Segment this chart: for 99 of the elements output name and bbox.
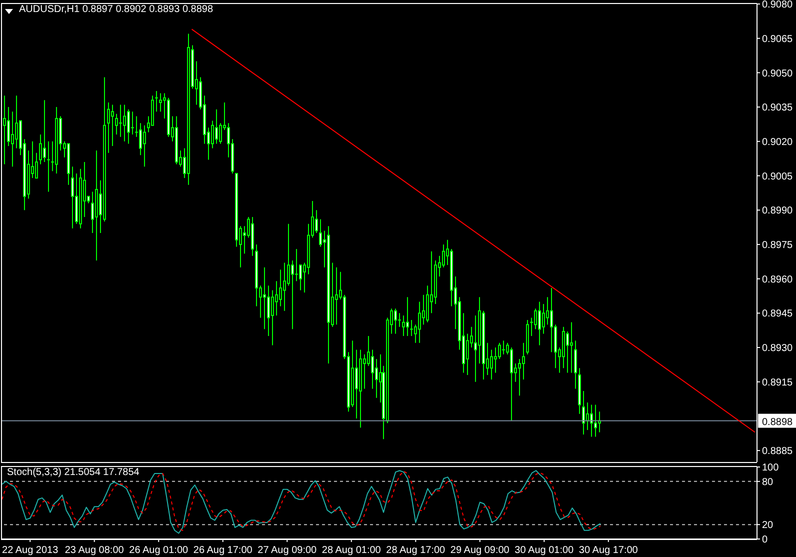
chart-title: Stoch(5,3,3) 21.5054 17.7854 bbox=[7, 467, 140, 479]
candlestick bbox=[594, 404, 597, 438]
candlestick bbox=[418, 301, 421, 344]
candlestick bbox=[410, 320, 413, 337]
x-tick-label: 29 Aug 09:00 bbox=[450, 545, 510, 556]
candlestick bbox=[299, 264, 302, 291]
candlestick bbox=[39, 134, 42, 165]
candlestick bbox=[363, 354, 366, 390]
candlestick bbox=[335, 266, 338, 326]
candlestick bbox=[279, 269, 282, 307]
candlestick bbox=[295, 248, 298, 282]
candlestick bbox=[498, 342, 501, 360]
y-tick-label: 0.8930 bbox=[762, 343, 794, 354]
candlestick bbox=[319, 218, 322, 248]
candlestick bbox=[107, 102, 110, 154]
candlestick bbox=[406, 296, 409, 337]
candlestick bbox=[315, 210, 318, 234]
y-tick-label: 0.9020 bbox=[762, 136, 794, 148]
candlestick bbox=[546, 296, 549, 326]
candlestick bbox=[590, 404, 593, 438]
candlestick bbox=[474, 314, 477, 382]
candlestick bbox=[375, 358, 378, 398]
candlestick bbox=[115, 113, 118, 136]
candlestick bbox=[502, 340, 505, 355]
candlestick bbox=[271, 290, 274, 346]
x-tick-label: 26 Aug 17:00 bbox=[193, 545, 253, 556]
x-tick-label: 23 Aug 08:00 bbox=[64, 545, 124, 556]
x-tick-label: 26 Aug 01:00 bbox=[129, 545, 189, 556]
candlestick bbox=[211, 120, 214, 149]
candlestick bbox=[586, 402, 589, 430]
candlestick bbox=[263, 266, 266, 330]
candlestick bbox=[510, 347, 513, 422]
candlestick bbox=[143, 124, 146, 168]
y-tick-label: 0.8945 bbox=[762, 308, 794, 320]
y-tick-label: 20 bbox=[762, 520, 774, 532]
candlestick bbox=[442, 244, 445, 268]
candlestick bbox=[283, 262, 286, 312]
y-tick-label: 0.9035 bbox=[762, 102, 794, 114]
candlestick bbox=[398, 312, 401, 328]
y-tick-label: 0.8960 bbox=[762, 274, 794, 286]
y-tick-label: 100 bbox=[762, 462, 780, 474]
candlestick bbox=[43, 100, 46, 163]
candlestick bbox=[267, 285, 270, 337]
y-tick-label: 80 bbox=[762, 476, 774, 488]
y-tick-label: 0.9005 bbox=[762, 171, 794, 182]
candlestick bbox=[71, 166, 74, 229]
candlestick bbox=[11, 111, 14, 168]
x-tick-label: 28 Aug 01:00 bbox=[322, 545, 382, 556]
candlestick bbox=[550, 287, 553, 353]
chart-title: AUDUSDr,H1 0.8897 0.8902 0.8893 0.8898 bbox=[19, 4, 214, 16]
candlestick bbox=[3, 95, 6, 165]
candlestick bbox=[466, 333, 469, 376]
x-tick-label: 30 Aug 01:00 bbox=[514, 545, 574, 556]
candlestick bbox=[371, 349, 374, 390]
candlestick bbox=[139, 122, 142, 156]
y-tick-label: 0.8885 bbox=[762, 446, 794, 458]
candlestick bbox=[402, 314, 405, 337]
candlestick bbox=[542, 303, 545, 334]
y-tick-label: 0.9080 bbox=[762, 0, 794, 11]
candlestick bbox=[582, 390, 585, 436]
candlestick bbox=[534, 308, 537, 330]
candlestick bbox=[159, 92, 162, 112]
candlestick bbox=[570, 322, 573, 374]
y-tick-label: 0.8990 bbox=[762, 206, 794, 217]
candlestick bbox=[35, 152, 38, 179]
y-tick-label: 0.8975 bbox=[762, 240, 794, 251]
candlestick bbox=[127, 108, 130, 144]
y-tick-label: 0.8915 bbox=[762, 377, 794, 388]
candlestick bbox=[275, 280, 278, 316]
candlestick bbox=[131, 111, 134, 136]
y-tick-label: 0.9050 bbox=[762, 68, 794, 80]
candlestick bbox=[111, 104, 114, 146]
candlestick bbox=[47, 140, 50, 192]
candlestick bbox=[119, 104, 122, 138]
y-tick-label: 0.9065 bbox=[762, 34, 794, 45]
candlestick bbox=[518, 358, 521, 396]
candlestick bbox=[355, 349, 358, 419]
candlestick bbox=[538, 301, 541, 346]
candlestick bbox=[291, 260, 294, 330]
x-tick-label: 27 Aug 09:00 bbox=[258, 545, 318, 556]
x-tick-label: 22 Aug 2013 bbox=[2, 545, 59, 556]
candlestick bbox=[7, 106, 10, 146]
candlestick bbox=[394, 308, 397, 334]
candlestick bbox=[490, 349, 493, 380]
candlestick bbox=[422, 294, 425, 326]
candlestick bbox=[215, 108, 218, 144]
candlestick bbox=[494, 347, 497, 374]
y-tick-label: 0 bbox=[762, 534, 768, 546]
ref-line-label: 0.8898 bbox=[762, 416, 794, 428]
x-tick-label: 28 Aug 17:00 bbox=[386, 545, 446, 556]
candlestick bbox=[566, 330, 569, 374]
candlestick bbox=[574, 340, 577, 390]
candlestick bbox=[155, 90, 158, 112]
candlestick bbox=[15, 95, 18, 149]
candlestick bbox=[91, 191, 94, 234]
x-tick-label: 30 Aug 17:00 bbox=[578, 545, 638, 556]
candlestick bbox=[522, 342, 525, 380]
candlestick bbox=[123, 104, 126, 142]
candlestick bbox=[219, 122, 222, 144]
